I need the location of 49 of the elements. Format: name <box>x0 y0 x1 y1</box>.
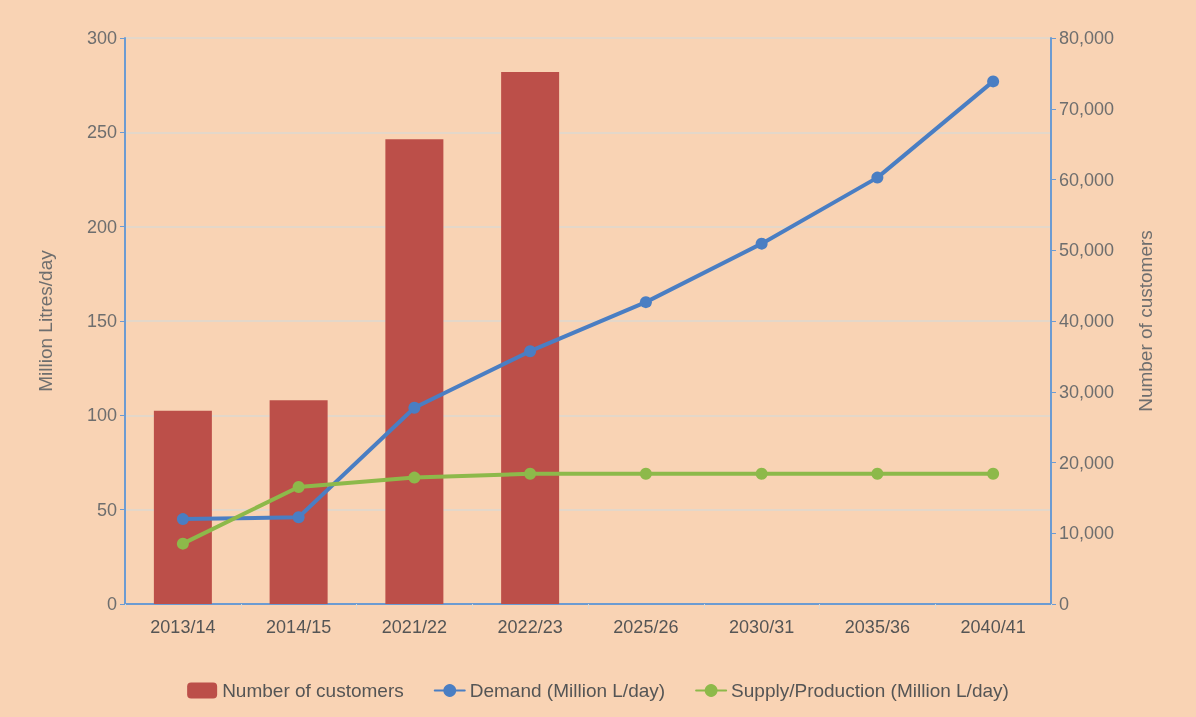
point <box>292 481 305 494</box>
x-tick-label: 2040/41 <box>960 617 1026 637</box>
x-tick-label: 2013/14 <box>150 617 216 637</box>
y2-tick-label: 40,000 <box>1059 311 1115 331</box>
y-tick-label: 300 <box>86 28 117 48</box>
y-tick-label: 200 <box>86 216 117 237</box>
y-tick-label: 0 <box>106 594 117 614</box>
bar <box>385 139 444 604</box>
bar <box>269 400 328 604</box>
y-tick-label: 250 <box>86 122 117 143</box>
x-tick-label: 2025/26 <box>613 617 679 637</box>
y2-tick-label: 10,000 <box>1059 523 1115 544</box>
y-tick-label: 150 <box>86 311 117 331</box>
point <box>524 345 537 358</box>
point <box>871 171 884 184</box>
y2-tick-label: 30,000 <box>1059 381 1115 402</box>
x-tick-label: 2014/15 <box>266 617 332 637</box>
point <box>408 401 421 414</box>
y2-axis-title: Number of customers <box>1135 230 1156 412</box>
x-tick-label: 2022/23 <box>497 617 563 637</box>
point <box>987 467 1000 480</box>
bar <box>153 410 212 604</box>
y2-tick-label: 80,000 <box>1059 28 1115 48</box>
legend-label: Demand (Million L/day) <box>469 680 666 701</box>
y2-tick-label: 0 <box>1059 594 1070 614</box>
y2-tick-label: 50,000 <box>1059 240 1115 261</box>
point <box>871 467 884 480</box>
y-tick-label: 50 <box>96 499 117 520</box>
y-tick-label: 100 <box>86 405 117 426</box>
bar <box>501 71 560 604</box>
point <box>755 467 768 480</box>
point <box>524 467 537 480</box>
point <box>987 75 1000 88</box>
x-tick-label: 2035/36 <box>844 617 910 637</box>
legend-label: Number of customers <box>222 680 404 701</box>
y-axis-title: Million Litres/day <box>35 249 56 392</box>
point <box>755 237 768 250</box>
point <box>176 537 189 550</box>
x-tick-label: 2030/31 <box>729 617 795 637</box>
point <box>408 471 421 484</box>
y2-tick-label: 60,000 <box>1059 169 1115 190</box>
point <box>292 511 305 524</box>
y2-tick-label: 70,000 <box>1059 98 1115 119</box>
point <box>639 296 652 309</box>
x-tick-label: 2021/22 <box>381 617 447 637</box>
point <box>639 467 652 480</box>
y2-tick-label: 20,000 <box>1059 452 1115 473</box>
point <box>176 513 189 526</box>
legend-label: Supply/Production (Million L/day) <box>731 680 1009 701</box>
